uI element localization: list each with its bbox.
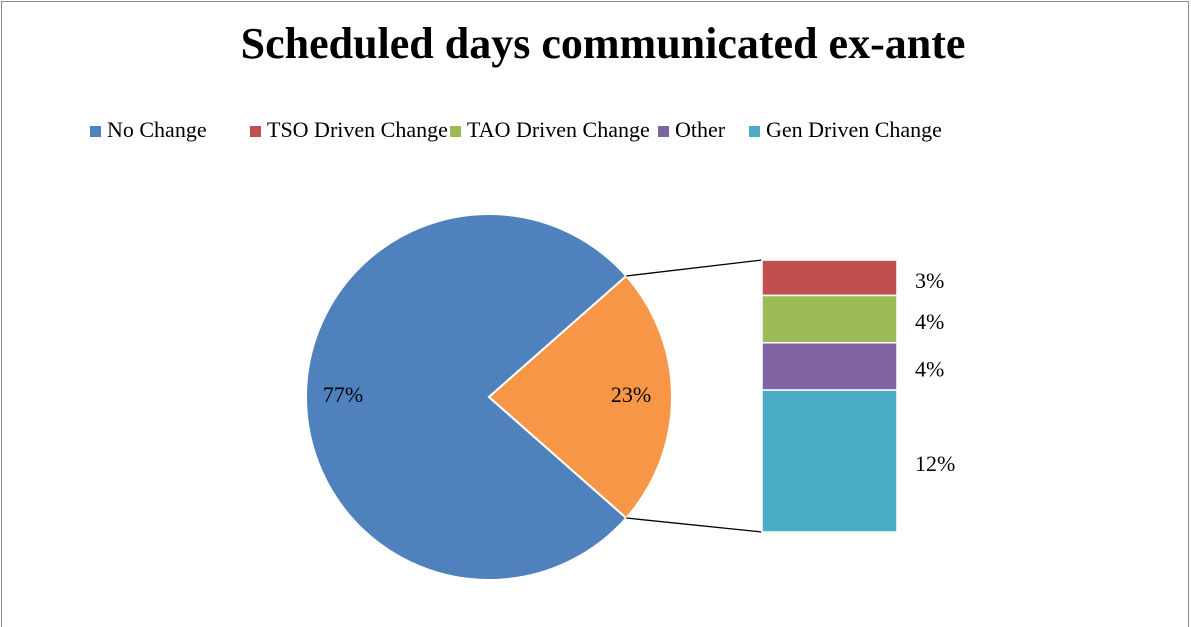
connector	[626, 517, 763, 533]
connector	[626, 259, 763, 277]
legend-swatch	[450, 126, 461, 137]
data-label: 23%	[611, 382, 651, 407]
data-label: 77%	[323, 382, 363, 407]
data-label: 12%	[915, 451, 955, 476]
data-label: 4%	[915, 309, 944, 334]
chart-title: Scheduled days communicated ex-ante	[241, 19, 966, 68]
bar-segment	[761, 294, 898, 344]
legend-swatch	[90, 126, 101, 137]
bar-segment	[761, 259, 898, 297]
legend-label: TAO Driven Change	[467, 117, 650, 142]
data-label: 3%	[915, 268, 944, 293]
legend-swatch	[658, 126, 669, 137]
bar-segment	[761, 342, 898, 391]
bar-segment	[761, 389, 898, 533]
legend-label: Gen Driven Change	[766, 117, 942, 142]
pie-slice	[487, 274, 673, 520]
data-label: 4%	[915, 356, 944, 381]
legend-label: No Change	[107, 117, 207, 142]
legend-swatch	[749, 126, 760, 137]
legend-swatch	[250, 126, 261, 137]
legend-label: Other	[675, 117, 726, 142]
legend-label: TSO Driven Change	[267, 117, 448, 142]
pie-slice	[305, 213, 628, 581]
